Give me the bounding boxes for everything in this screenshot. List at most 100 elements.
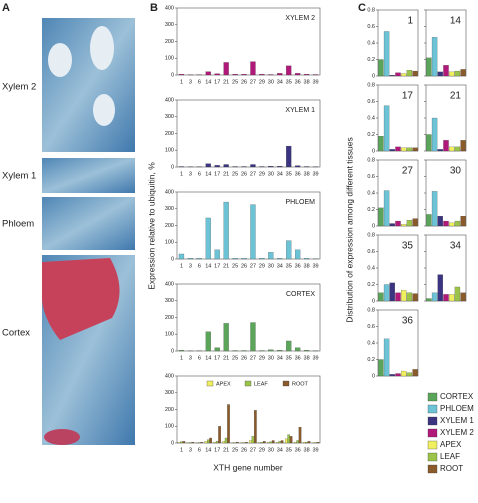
x-tick-label: 36: [295, 355, 301, 361]
bar: [460, 292, 466, 302]
bar: [426, 298, 432, 302]
bar: [449, 71, 455, 77]
bar: [180, 441, 183, 444]
bar: [250, 322, 256, 352]
bar: [214, 73, 220, 76]
bar: [303, 74, 310, 76]
bar: [278, 441, 282, 444]
bar: [271, 440, 275, 444]
bar: [412, 369, 418, 377]
x-tick-label: 3: [189, 447, 192, 453]
bar: [250, 164, 256, 168]
bar: [222, 441, 226, 444]
x-tick-label: 27: [250, 79, 256, 85]
bar: [223, 164, 229, 168]
bar: [303, 258, 310, 260]
x-tick-label: 25: [232, 79, 238, 85]
bar: [204, 441, 208, 444]
bar: [205, 71, 211, 76]
bar: [395, 146, 401, 152]
legend-swatch: [206, 380, 214, 387]
y-tick-label: 200: [165, 39, 174, 45]
y-tick-label: 100: [165, 240, 174, 246]
bar: [412, 147, 418, 152]
x-tick-label: 34: [277, 447, 283, 453]
bar: [277, 73, 283, 76]
bar: [305, 442, 308, 444]
bar: [242, 442, 246, 444]
bar: [406, 147, 413, 152]
bar: [178, 74, 185, 76]
legend-label: XYLEM 1: [440, 416, 474, 425]
bar: [406, 70, 413, 77]
chart-title: 17: [402, 91, 414, 102]
x-tick-label: 3: [189, 171, 192, 177]
bar: [437, 149, 443, 152]
x-tick-label: 35: [286, 79, 292, 85]
y-tick-label: 0.2: [367, 57, 375, 63]
bar: [295, 165, 301, 168]
bar: [383, 105, 390, 152]
x-tick-label: 17: [214, 447, 220, 453]
bar: [250, 61, 256, 76]
bar: [443, 294, 449, 302]
bar: [443, 220, 449, 227]
y-tick-label: 0.4: [367, 265, 375, 271]
x-tick-label: 3: [189, 79, 192, 85]
micrograph-label: Xylem 2: [2, 82, 36, 93]
sclerenchyma: [42, 258, 120, 340]
bar: [401, 290, 407, 302]
x-tick-label: 17: [214, 79, 220, 85]
x-tick-label: 29: [259, 79, 265, 85]
y-tick-label: 0.4: [367, 40, 375, 46]
legend-label: PHLOEM: [440, 404, 474, 413]
bar: [302, 442, 306, 444]
y-axis-label: Distribution of expression among differe…: [344, 137, 354, 323]
bar: [449, 146, 455, 152]
bar: [205, 331, 211, 352]
micrograph-label: Xylem 1: [2, 171, 36, 182]
bar: [412, 218, 418, 227]
chart-title: 27: [402, 166, 414, 177]
y-tick-label: 0.8: [367, 7, 375, 13]
bar: [289, 436, 293, 444]
bar: [213, 442, 217, 444]
chart-title: 34: [450, 241, 462, 252]
bar: [223, 323, 229, 352]
bar: [214, 249, 220, 260]
x-tick-label: 34: [277, 263, 283, 269]
bar: [259, 350, 265, 352]
y-tick-label: 300: [165, 22, 174, 28]
bar: [314, 442, 317, 444]
x-tick-label: 17: [214, 355, 220, 361]
bar: [241, 166, 247, 168]
y-tick-label: 0.6: [367, 324, 375, 330]
legend-swatch: [427, 416, 438, 426]
x-tick-label: 6: [198, 355, 201, 361]
x-tick-label: 36: [295, 79, 301, 85]
bar: [245, 442, 248, 444]
sclerenchyma: [44, 429, 80, 445]
x-tick-label: 21: [223, 447, 229, 453]
y-tick-label: 0.4: [367, 190, 375, 196]
legend-swatch: [427, 464, 438, 474]
bar: [383, 338, 390, 377]
x-tick-label: 39: [312, 171, 318, 177]
bar: [378, 207, 384, 227]
x-tick-label: 34: [277, 171, 283, 177]
bar: [191, 442, 195, 444]
x-tick-label: 30: [268, 263, 274, 269]
bar: [268, 74, 274, 76]
bar: [426, 134, 432, 152]
bar: [431, 37, 438, 77]
x-tick-label: 21: [223, 355, 229, 361]
legend-swatch: [244, 380, 252, 387]
vessel: [48, 43, 72, 77]
bar: [395, 72, 401, 77]
x-tick-label: 38: [304, 79, 310, 85]
y-tick-label: 0.6: [367, 249, 375, 255]
bar: [259, 258, 265, 260]
vessel: [90, 26, 114, 70]
y-tick-label: 100: [165, 56, 174, 62]
bar: [395, 220, 401, 227]
